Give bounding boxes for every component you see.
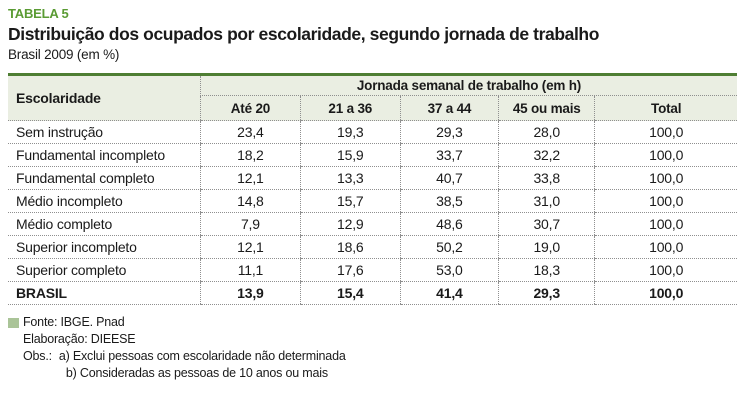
table-cell: 18,3 [498, 258, 595, 282]
table-cell: 100,0 [594, 212, 737, 236]
column-header: 37 a 44 [399, 95, 499, 121]
row-dimension-header: Escolaridade [8, 74, 201, 121]
obs-item-a: a) Exclui pessoas com escolaridade não d… [58, 349, 346, 363]
table-cell: 100,0 [594, 281, 737, 305]
table-cell: 12,9 [299, 212, 401, 236]
table-row: Médio completo 7,9 12,9 48,6 30,7 100,0 [8, 212, 737, 236]
table-cell: 38,5 [399, 189, 499, 213]
page-subtitle: Brasil 2009 (em %) [8, 47, 120, 62]
document-header: TABELA 5 Distribuição dos ocupados por e… [8, 6, 737, 63]
table-cell: 11,1 [199, 258, 301, 282]
table-cell: 17,6 [299, 258, 401, 282]
source-text: Fonte: IBGE. Pnad [23, 315, 125, 329]
page-title: Distribuição dos ocupados por escolarida… [8, 24, 600, 44]
table-cell: 29,3 [399, 120, 499, 144]
table-cell: 40,7 [399, 166, 499, 190]
table-cell: 50,2 [399, 235, 499, 259]
obs-item-b: b) Consideradas as pessoas de 10 anos ou… [65, 366, 328, 380]
table-total-row: BRASIL 13,9 15,4 41,4 29,3 100,0 [8, 281, 737, 305]
table-cell: 29,3 [498, 281, 595, 305]
source-bullet-icon [8, 317, 19, 328]
table-cell: 100,0 [594, 189, 737, 213]
table-cell: 100,0 [594, 258, 737, 282]
obs-label: Obs.: [23, 349, 52, 363]
table-footnotes: Fonte: IBGE. Pnad Elaboração: DIEESE Obs… [8, 314, 737, 382]
table-cell: 23,4 [199, 120, 301, 144]
column-group-header: Jornada semanal de trabalho (em h) [199, 74, 737, 96]
table-row: Superior incompleto 12,1 18,6 50,2 19,0 100,0 [8, 235, 737, 259]
table-row: Fundamental incompleto 18,2 15,9 33,7 32,2 10… [8, 143, 737, 167]
table-cell: 15,4 [299, 281, 401, 305]
row-label: BRASIL [8, 281, 201, 305]
table-cell: 7,9 [199, 212, 301, 236]
data-table: Escolaridade Jornada semanal de trabalho… [8, 73, 737, 305]
table-cell: 19,3 [299, 120, 401, 144]
table-cell: 31,0 [498, 189, 595, 213]
row-label: Sem instrução [8, 120, 201, 144]
table-cell: 19,0 [498, 235, 595, 259]
table-cell: 100,0 [594, 166, 737, 190]
row-label: Fundamental incompleto [8, 143, 201, 167]
table-group-header-row: Escolaridade Jornada semanal de trabalho… [8, 74, 737, 121]
table-row: Superior completo 11,1 17,6 53,0 18,3 100,0 [8, 258, 737, 282]
table-head: Escolaridade Jornada semanal de trabalho… [8, 74, 737, 121]
column-header: Até 20 [199, 95, 301, 121]
table-cell: 28,0 [498, 120, 595, 144]
column-header: Total [594, 95, 737, 121]
table-cell: 12,1 [199, 235, 301, 259]
row-label: Superior incompleto [8, 235, 201, 259]
column-header: 21 a 36 [299, 95, 401, 121]
table-row: Sem instrução 23,4 19,3 29,3 28,0 100,0 [8, 120, 737, 144]
obs-items: a) Exclui pessoas com escolaridade não d… [59, 348, 346, 382]
table-cell: 33,7 [399, 143, 499, 167]
row-label: Médio completo [8, 212, 201, 236]
table-cell: 100,0 [594, 235, 737, 259]
table-cell: 53,0 [399, 258, 499, 282]
elaboration-text: Elaboração: DIEESE [23, 332, 136, 346]
observations: Obs.: a) Exclui pessoas com escolaridade… [23, 348, 737, 382]
table-cell: 100,0 [594, 120, 737, 144]
table-cell: 30,7 [498, 212, 595, 236]
row-label: Superior completo [8, 258, 201, 282]
table-cell: 13,3 [299, 166, 401, 190]
table-cell: 13,9 [199, 281, 301, 305]
table-row: Médio incompleto 14,8 15,7 38,5 31,0 100,0 [8, 189, 737, 213]
table-cell: 48,6 [399, 212, 499, 236]
table-cell: 12,1 [199, 166, 301, 190]
table-cell: 33,8 [498, 166, 595, 190]
table-cell: 15,7 [299, 189, 401, 213]
table-row: Fundamental completo 12,1 13,3 40,7 33,8 100,… [8, 166, 737, 190]
row-label: Fundamental completo [8, 166, 201, 190]
row-label: Médio incompleto [8, 189, 201, 213]
table-cell: 32,2 [498, 143, 595, 167]
table-number-tag: TABELA 5 [8, 6, 69, 21]
column-header: 45 ou mais [498, 95, 595, 121]
table-cell: 18,2 [199, 143, 301, 167]
table-subheader-row: Até 20 21 a 36 37 a 44 45 ou mais Total [8, 95, 737, 121]
source-line: Fonte: IBGE. Pnad [8, 314, 737, 331]
table-cell: 14,8 [199, 189, 301, 213]
table-body: Sem instrução 23,4 19,3 29,3 28,0 100,0 Fundam… [8, 120, 737, 305]
table-cell: 15,9 [299, 143, 401, 167]
table-cell: 41,4 [399, 281, 499, 305]
table-cell: 100,0 [594, 143, 737, 167]
table-cell: 18,6 [299, 235, 401, 259]
